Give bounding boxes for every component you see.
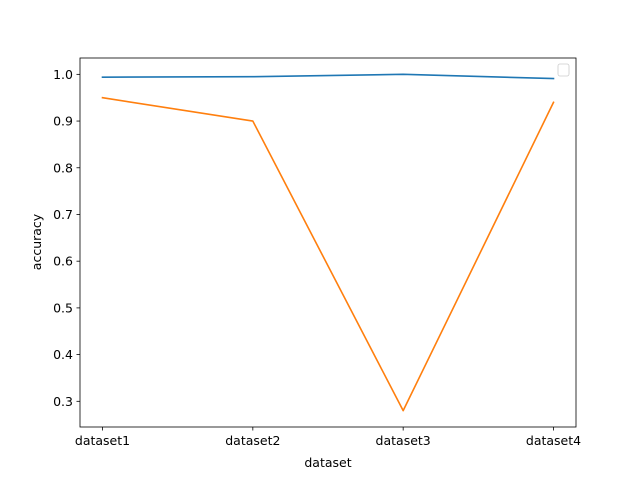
- y-tick-label: 0.9: [53, 114, 73, 129]
- y-tick-label: 0.7: [53, 207, 73, 222]
- y-axis-title: accuracy: [29, 213, 44, 270]
- axes-layer: dataset1 dataset2 dataset3 dataset4 0.3 0.4 0.…: [53, 67, 581, 448]
- series-line-2: [101, 96, 555, 412]
- legend-box[interactable]: [557, 63, 570, 77]
- y-tick-label: 1.0: [53, 67, 73, 82]
- series-layer: [101, 73, 555, 412]
- y-tick-label: 0.8: [53, 160, 73, 175]
- x-tick-label: dataset1: [75, 433, 130, 448]
- y-tick-label: 0.5: [53, 300, 73, 315]
- x-tick-label: dataset4: [526, 433, 581, 448]
- y-tick-label: 0.3: [53, 394, 73, 409]
- plot-frame: [79, 57, 577, 428]
- series-line-1: [101, 73, 555, 80]
- y-tick-label: 0.6: [53, 254, 73, 269]
- x-tick-label: dataset2: [225, 433, 280, 448]
- plot-area: [80, 58, 576, 427]
- x-axis-title: dataset: [304, 455, 351, 470]
- x-tick-label: dataset3: [376, 433, 431, 448]
- y-tick-label: 0.4: [53, 347, 73, 362]
